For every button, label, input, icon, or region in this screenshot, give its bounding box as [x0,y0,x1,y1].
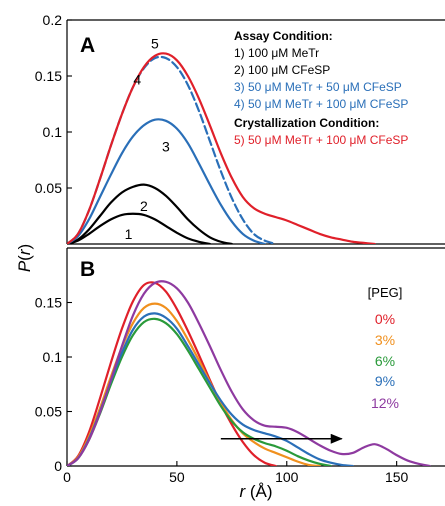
panel-b-xtick-label: 100 [275,469,299,485]
panel-b-y-ticks: 0.15 0.1 0.05 0 [35,295,72,474]
panel-a-curve-number: 2 [140,198,148,214]
panel-a-ytick-label: 0.1 [43,124,63,140]
peg-legend-entry: 6% [375,353,395,369]
panel-a: A 0.2 0.15 0.1 0.05 12 3 4 5 Assay Condition: 1… [35,12,445,245]
panel-b-series-line [67,281,277,466]
legend-entry: 1) 100 μM MeTr [234,46,319,60]
panel-a-y-ticks: 0.2 0.15 0.1 0.05 [35,12,72,245]
panel-b-x-ticks: 0 50 100 150 [63,461,409,485]
panel-a-curves [67,52,376,244]
panel-b-series-line [67,280,431,466]
peg-legend-entry: 12% [371,395,399,411]
panel-a-letter: A [80,34,95,57]
panel-a-series-line [67,212,211,244]
panel-b-xtick-label: 0 [63,469,71,485]
x-axis-label: r (Å) [239,482,272,501]
panel-a-curve-number: 1 [125,226,133,242]
legend-entry: 4) 50 μM MeTr + 100 μM CFeSP [234,97,408,111]
panel-a-ytick-label: 0.15 [35,68,62,84]
legend-entry: 2) 100 μM CFeSP [234,63,330,77]
panel-b-ytick-label: 0 [54,458,62,474]
peg-legend-title: [PEG] [368,285,403,300]
panel-b-curves [67,280,431,466]
panel-a-ytick-label: 0.2 [43,12,63,28]
panel-a-curve-labels: 12 3 4 5 [125,36,170,242]
panel-b-xtick-label: 50 [169,469,185,485]
peg-legend-entry: 3% [375,332,395,348]
legend-header-assay: Assay Condition: [234,29,333,43]
panel-b-series-line [67,317,332,466]
legend-header-crystallization: Crystallization Condition: [234,116,379,130]
panel-b-ytick-label: 0.15 [35,295,62,311]
peg-legend-entry: 0% [375,311,395,327]
panel-a-series-line [67,183,233,244]
panel-b-letter: B [80,258,95,281]
panel-b-ytick-label: 0.05 [35,404,62,420]
panel-a-series-line [67,118,266,244]
panel-b-peg-legend: [PEG] 0% 3% 6% 9% 12% [368,285,403,411]
panel-a-curve-number: 3 [162,139,170,155]
panel-a-curve-number: 5 [151,36,159,52]
panel-b-xtick-label: 150 [385,469,409,485]
panel-b: B 0.15 0.1 0.05 0 0 50 100 150 [PEG] 0% 3% 6% 9% 12… [35,247,445,485]
panel-a-curve-number: 4 [133,71,141,87]
legend-entry: 3) 50 μM MeTr + 50 μM CFeSP [234,80,402,94]
panel-a-series-line [67,52,376,244]
panel-a-legend: Assay Condition: 1) 100 μM MeTr 2) 100 μM … [234,29,408,147]
panel-b-ytick-label: 0.1 [43,349,63,365]
y-axis-label: P(r) [15,244,34,272]
panel-a-ytick-label: 0.05 [35,180,62,196]
peg-legend-entry: 9% [375,373,395,389]
legend-entry: 5) 50 μM MeTr + 100 μM CFeSP [234,133,408,147]
